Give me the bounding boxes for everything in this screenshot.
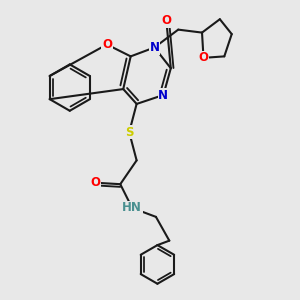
Text: HN: HN (122, 202, 142, 214)
Text: S: S (125, 126, 134, 139)
Text: O: O (102, 38, 112, 51)
Text: O: O (199, 51, 208, 64)
Text: N: N (158, 88, 168, 101)
Text: O: O (161, 14, 171, 27)
Text: O: O (90, 176, 100, 189)
Text: N: N (149, 41, 160, 54)
